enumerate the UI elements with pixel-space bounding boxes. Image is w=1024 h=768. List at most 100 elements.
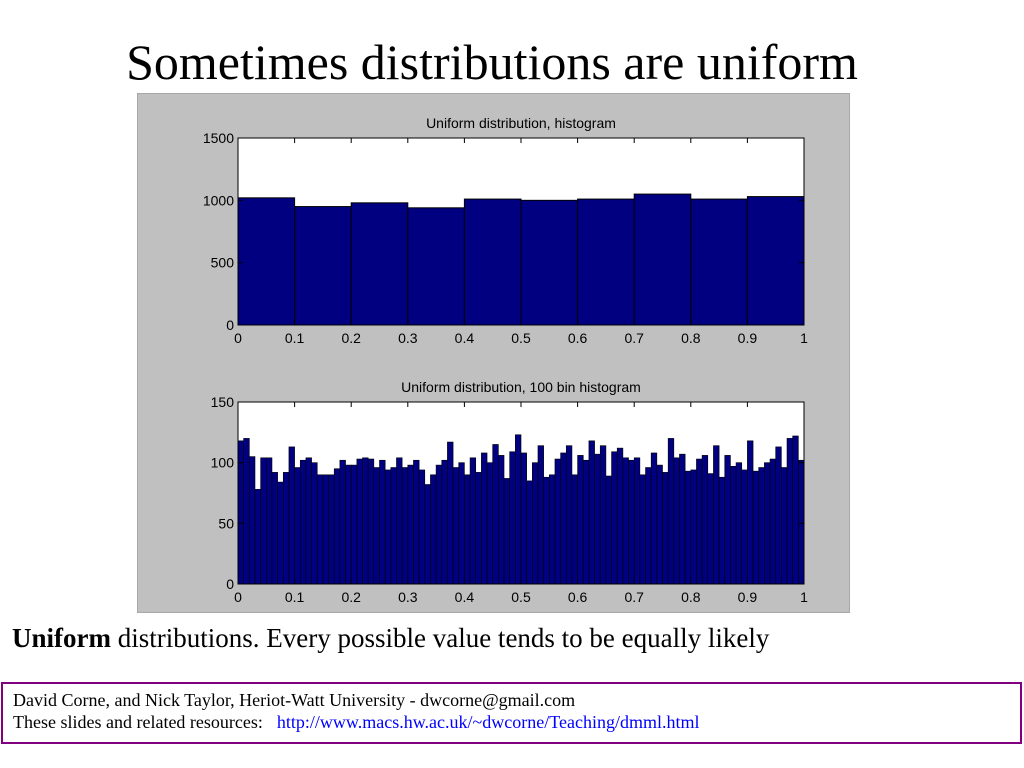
chart2-bar (481, 452, 488, 585)
chart2-bar (786, 438, 793, 585)
chart2-bar (277, 481, 284, 585)
chart2-bar (769, 458, 776, 585)
chart2-bar (452, 467, 460, 585)
chart1-bar (294, 206, 352, 326)
chart1-xtick-label: 1 (800, 330, 808, 346)
chart2-bar (249, 456, 256, 585)
chart2-bar (582, 459, 590, 585)
chart2-bar (679, 453, 686, 585)
chart2-bar (560, 452, 567, 585)
chart2-bar (730, 466, 737, 585)
chart2-bar (413, 459, 420, 585)
chart2-bar (362, 457, 369, 585)
chart2-bar (662, 472, 669, 585)
chart2-bar (333, 468, 341, 585)
footer-resources-label: These slides and related resources: (13, 712, 263, 732)
chart2-ytick-label: 50 (218, 515, 234, 531)
chart1-xtick-label: 0.5 (511, 330, 531, 346)
chart2-bar (435, 464, 443, 585)
chart2-bar (594, 453, 601, 585)
chart2-bar (667, 438, 675, 585)
chart2-ytick-label: 100 (211, 455, 235, 471)
chart2-bar (520, 452, 527, 585)
chart2-bar (775, 446, 782, 585)
chart1-bar (520, 199, 579, 326)
chart2-bar (650, 452, 658, 585)
chart2-bar (498, 455, 505, 585)
chart2-bar (628, 459, 635, 585)
chart2-bar (243, 438, 250, 585)
chart2-xtick-label: 1 (800, 589, 808, 605)
chart2-bar (486, 462, 494, 585)
chart2-bar (407, 464, 414, 585)
chart2-bar (350, 464, 358, 585)
chart2-xtick-label: 0.2 (341, 589, 361, 605)
chart2-bar (781, 467, 788, 585)
chart2-bar (367, 458, 375, 585)
resources-link[interactable]: http://www.macs.hw.ac.uk/~dwcorne/Teachi… (276, 712, 700, 732)
chart2-bar (396, 457, 403, 585)
caption-bold: Uniform (12, 623, 111, 653)
footer-line1: David Corne, and Nick Taylor, Heriot-Wat… (13, 690, 576, 710)
chart2-bar (718, 476, 726, 585)
chart2-bar (735, 462, 743, 585)
chart2-title: Uniform distribution, 100 bin histogram (401, 379, 641, 395)
chart2-bar (373, 467, 380, 585)
chart2-ytick-label: 150 (211, 394, 235, 410)
chart2-bar (390, 467, 397, 585)
chart2-bar (537, 445, 544, 585)
chart2-xtick-label: 0.5 (511, 589, 531, 605)
chart1-xtick-label: 0 (234, 330, 242, 346)
chart2-bar (554, 458, 561, 585)
chart2-bar (701, 455, 709, 585)
chart2-bar (713, 445, 720, 585)
chart2-bar (328, 474, 335, 585)
chart1-ytick-label: 0 (226, 317, 234, 333)
chart2-bar (339, 459, 346, 585)
chart2-bar (543, 476, 550, 585)
chart1-xtick-label: 0.8 (681, 330, 701, 346)
chart2-bar (526, 480, 533, 585)
chart1-xtick-label: 0.7 (624, 330, 644, 346)
chart2-bar (509, 451, 516, 585)
chart2-bar (475, 472, 482, 585)
chart2-bar (645, 467, 652, 585)
chart2-bar (384, 469, 392, 585)
footer-box: David Corne, and Nick Taylor, Heriot-Wat… (1, 682, 1022, 744)
chart2-xtick-label: 0 (234, 589, 242, 605)
chart1-bar (463, 198, 522, 326)
chart2-xtick-label: 0.1 (285, 589, 305, 605)
chart2-bar (430, 474, 437, 585)
histogram-figure-svg: 0 0.1 0.2 0.3 0.4 0.5 0.6 0.7 0.8 0.9 105001000150… (203, 115, 808, 605)
chart1-bar (407, 207, 465, 326)
chart2-bar (424, 484, 431, 585)
chart2-bar (532, 462, 539, 585)
chart1-bar (577, 198, 635, 326)
chart2-bar (316, 474, 324, 585)
chart2-bar (622, 457, 629, 585)
chart2-bar (266, 457, 273, 585)
chart1-xtick-label: 0.2 (341, 330, 361, 346)
chart1-xtick-label: 0.1 (285, 330, 305, 346)
chart2-bar (724, 455, 731, 585)
chart1-xtick-label: 0.4 (455, 330, 475, 346)
chart2-xtick-label: 0.3 (398, 589, 418, 605)
chart2-xtick-label: 0.6 (568, 589, 588, 605)
chart2-xtick-label: 0.9 (738, 589, 758, 605)
chart2-bar (571, 474, 578, 585)
chart2-bar (464, 474, 471, 585)
chart2-bar (792, 435, 799, 585)
chart2-bar (605, 475, 612, 585)
chart2-bar (639, 474, 646, 585)
chart2-bar (764, 462, 771, 585)
chart2-bar (379, 459, 386, 585)
chart2-xtick-label: 0.8 (681, 589, 701, 605)
matlab-figure: 0 0.1 0.2 0.3 0.4 0.5 0.6 0.7 0.8 0.9 1 0 500 1000 150… (137, 93, 850, 613)
chart2-bar (345, 464, 352, 585)
chart2-bar (599, 445, 607, 585)
chart1-ytick-label: 1500 (203, 130, 234, 146)
chart2-bar (696, 458, 703, 585)
chart2-bar (656, 464, 663, 585)
footer-line2: These slides and related resources: http:… (13, 711, 1020, 733)
chart1-bar (690, 198, 748, 326)
